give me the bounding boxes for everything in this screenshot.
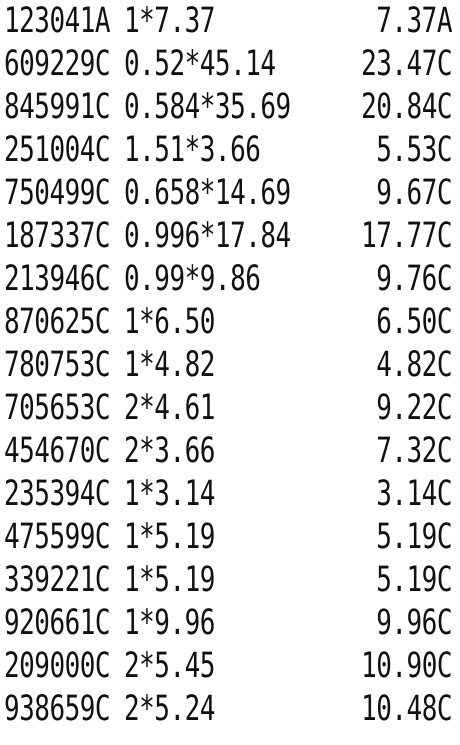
line-amount: 4.82C [376,344,452,386]
line-amount: 17.77C [361,215,452,257]
line-amount: 6.50C [376,301,452,343]
quantity-times-price: 2*4.61 [124,387,215,429]
receipt-line: 235394C 1*3.14 3.14C [0,473,460,515]
quantity-times-price: 1.51*3.66 [124,129,261,171]
quantity-times-price: 2*5.45 [124,645,215,687]
item-code: 187337C [4,215,111,257]
receipt-line: 780753C 1*4.82 4.82C [0,344,460,386]
receipt-line: 750499C 0.658*14.69 9.67C [0,172,460,214]
item-code: 251004C [4,129,111,171]
quantity-times-price: 0.658*14.69 [124,172,291,214]
item-code: 213946C [4,258,111,300]
quantity-times-price: 1*5.19 [124,516,215,558]
receipt-line: 845991C 0.584*35.69 20.84C [0,86,460,128]
item-code: 845991C [4,86,111,128]
item-code: 339221C [4,559,111,601]
item-code: 123041A [4,0,111,42]
quantity-times-price: 2*3.66 [124,430,215,472]
line-amount: 7.32C [376,430,452,472]
quantity-times-price: 1*5.19 [124,559,215,601]
item-code: 750499C [4,172,111,214]
receipt-line: 187337C 0.996*17.84 17.77C [0,215,460,257]
quantity-times-price: 1*6.50 [124,301,215,343]
item-code: 235394C [4,473,111,515]
receipt-line: 705653C 2*4.61 9.22C [0,387,460,429]
item-code: 920661C [4,602,111,644]
receipt-line: 213946C 0.99*9.86 9.76C [0,258,460,300]
line-amount: 9.96C [376,602,452,644]
receipt-line: 339221C 1*5.19 5.19C [0,559,460,601]
quantity-times-price: 0.99*9.86 [124,258,261,300]
receipt-line: 609229C 0.52*45.14 23.47C [0,43,460,85]
item-code: 870625C [4,301,111,343]
receipt-line: 920661C 1*9.96 9.96C [0,602,460,644]
item-code: 209000C [4,645,111,687]
quantity-times-price: 0.996*17.84 [124,215,291,257]
receipt-line: 251004C 1.51*3.66 5.53C [0,129,460,171]
quantity-times-price: 1*9.96 [124,602,215,644]
item-code: 705653C [4,387,111,429]
line-amount: 7.37A [376,0,452,42]
receipt-line: 870625C 1*6.50 6.50C [0,301,460,343]
item-code: 609229C [4,43,111,85]
receipt-line: 123041A 1*7.37 7.37A [0,0,460,42]
line-amount: 10.90C [361,645,452,687]
quantity-times-price: 2*5.24 [124,688,215,730]
line-amount: 20.84C [361,86,452,128]
line-amount: 5.53C [376,129,452,171]
line-amount: 23.47C [361,43,452,85]
line-amount: 9.76C [376,258,452,300]
quantity-times-price: 0.52*45.14 [124,43,276,85]
item-code: 475599C [4,516,111,558]
quantity-times-price: 1*3.14 [124,473,215,515]
item-code: 454670C [4,430,111,472]
receipt-line: 454670C 2*3.66 7.32C [0,430,460,472]
line-amount: 5.19C [376,516,452,558]
receipt-line: 209000C 2*5.45 10.90C [0,645,460,687]
line-amount: 10.48C [361,688,452,730]
receipt-line: 938659C 2*5.24 10.48C [0,688,460,730]
item-code: 938659C [4,688,111,730]
line-amount: 3.14C [376,473,452,515]
line-amount: 9.67C [376,172,452,214]
receipt-line: 475599C 1*5.19 5.19C [0,516,460,558]
line-amount: 9.22C [376,387,452,429]
line-amount: 5.19C [376,559,452,601]
quantity-times-price: 1*7.37 [124,0,215,42]
quantity-times-price: 0.584*35.69 [124,86,291,128]
quantity-times-price: 1*4.82 [124,344,215,386]
item-code: 780753C [4,344,111,386]
